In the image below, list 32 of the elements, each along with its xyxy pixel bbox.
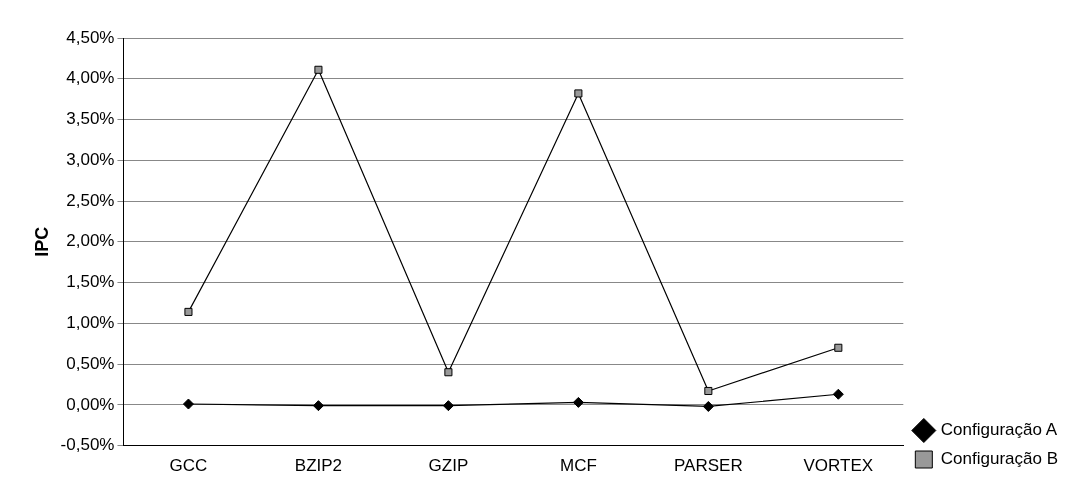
y-tick-label: 1,00% — [66, 313, 115, 333]
y-axis-title: IPC — [31, 226, 52, 257]
y-tick-label: -0,50% — [60, 435, 115, 455]
point — [832, 388, 844, 400]
legend-label: Configuração A — [940, 420, 1058, 440]
y-tick-label: 0,00% — [66, 394, 115, 414]
point — [444, 368, 453, 377]
point — [702, 400, 714, 412]
point — [312, 400, 324, 412]
y-tick-label: 1,50% — [66, 272, 115, 292]
x-tick-label: GCC — [169, 456, 208, 476]
x-tick-label: VORTEX — [803, 456, 874, 476]
point — [184, 307, 193, 316]
y-tick-label: 0,50% — [66, 353, 115, 373]
y-tick-label: 4,00% — [66, 68, 115, 88]
point — [704, 386, 713, 396]
x-tick-label: BZIP2 — [294, 456, 343, 476]
y-tick-label: 2,50% — [66, 190, 115, 210]
point — [314, 65, 323, 74]
point — [574, 89, 583, 98]
y-tick-label: 2,00% — [66, 231, 115, 251]
x-tick-label: GZIP — [428, 456, 469, 476]
y-tick-label: 3,00% — [66, 149, 115, 169]
point — [834, 343, 843, 352]
x-tick-label: MCF — [559, 456, 597, 476]
x-tick-label: PARSER — [674, 456, 743, 476]
point — [182, 398, 194, 410]
point — [572, 396, 584, 408]
y-tick-label: 4,50% — [66, 27, 115, 47]
legend-label: Configuração B — [940, 449, 1059, 469]
point — [442, 400, 454, 412]
y-tick-label: 3,50% — [66, 109, 115, 129]
